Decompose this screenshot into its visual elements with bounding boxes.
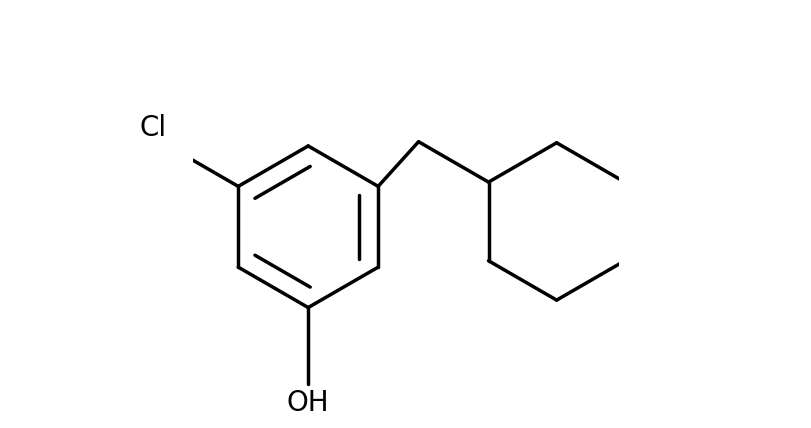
Text: OH: OH xyxy=(286,389,329,417)
Text: Cl: Cl xyxy=(139,114,166,142)
